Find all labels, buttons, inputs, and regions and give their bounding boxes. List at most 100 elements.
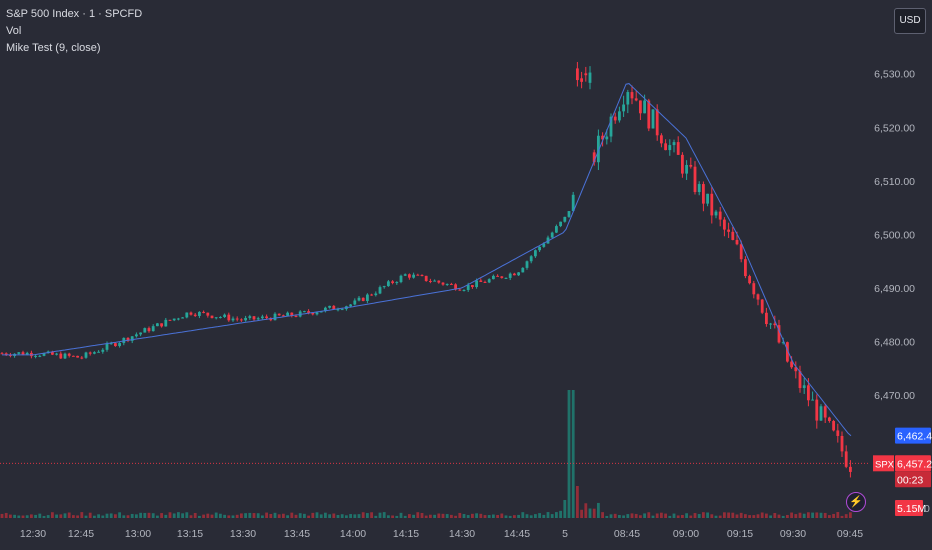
- candle-body[interactable]: [181, 317, 184, 319]
- candle-body[interactable]: [193, 314, 197, 316]
- candle-body[interactable]: [311, 313, 315, 315]
- candle-body[interactable]: [256, 318, 260, 320]
- candle-body[interactable]: [93, 352, 96, 354]
- candle-body[interactable]: [206, 312, 210, 316]
- candle-body[interactable]: [760, 299, 764, 313]
- candle-body[interactable]: [823, 406, 827, 418]
- candle-body[interactable]: [387, 281, 390, 287]
- candle-body[interactable]: [462, 289, 466, 291]
- candle-body[interactable]: [840, 435, 844, 452]
- candle-body[interactable]: [252, 316, 256, 320]
- flash-icon[interactable]: ⚡: [846, 492, 866, 512]
- candle-body[interactable]: [441, 282, 445, 285]
- candle-body[interactable]: [681, 154, 684, 174]
- candle-body[interactable]: [450, 283, 453, 285]
- candle-body[interactable]: [483, 281, 487, 283]
- candle-body[interactable]: [807, 385, 810, 401]
- candle-body[interactable]: [378, 287, 382, 294]
- candle-body[interactable]: [752, 283, 756, 295]
- candle-body[interactable]: [9, 354, 12, 356]
- candle-body[interactable]: [332, 305, 336, 310]
- candle-body[interactable]: [487, 279, 491, 283]
- candle-body[interactable]: [168, 319, 172, 321]
- candle-body[interactable]: [261, 316, 264, 319]
- candle-body[interactable]: [349, 304, 352, 307]
- candle-body[interactable]: [160, 323, 163, 327]
- candle-body[interactable]: [97, 351, 100, 353]
- candle-body[interactable]: [88, 352, 92, 354]
- candle-body[interactable]: [702, 184, 705, 204]
- candle-body[interactable]: [164, 319, 168, 327]
- candle-body[interactable]: [605, 136, 609, 140]
- candle-body[interactable]: [84, 352, 88, 358]
- candle-body[interactable]: [613, 116, 617, 121]
- candle-body[interactable]: [244, 317, 247, 321]
- candle-body[interactable]: [727, 229, 730, 232]
- candle-body[interactable]: [353, 300, 357, 305]
- candle-body[interactable]: [588, 72, 592, 83]
- candle-body[interactable]: [198, 311, 201, 316]
- candle-body[interactable]: [315, 312, 319, 315]
- candle-body[interactable]: [433, 280, 436, 282]
- candle-body[interactable]: [706, 193, 709, 204]
- candle-body[interactable]: [51, 351, 54, 355]
- candle-body[interactable]: [819, 406, 823, 421]
- candle-body[interactable]: [210, 315, 214, 319]
- candle-body[interactable]: [748, 276, 751, 284]
- candle-body[interactable]: [357, 297, 361, 301]
- candle-body[interactable]: [471, 285, 474, 288]
- candle-body[interactable]: [227, 314, 231, 321]
- candle-body[interactable]: [139, 332, 142, 335]
- candle-body[interactable]: [584, 73, 588, 76]
- candle-body[interactable]: [135, 334, 138, 337]
- candle-body[interactable]: [374, 293, 378, 296]
- candle-body[interactable]: [76, 355, 79, 358]
- candle-body[interactable]: [769, 323, 772, 325]
- candle-body[interactable]: [202, 311, 205, 313]
- candle-body[interactable]: [219, 317, 222, 319]
- symbol-title[interactable]: S&P 500 Index · 1 · SPCFD: [6, 8, 143, 20]
- candle-body[interactable]: [714, 211, 718, 216]
- candle-body[interactable]: [303, 311, 306, 313]
- candle-body[interactable]: [815, 399, 819, 421]
- candle-body[interactable]: [668, 145, 672, 151]
- candle-body[interactable]: [529, 256, 533, 262]
- candle-body[interactable]: [651, 109, 655, 129]
- candle-body[interactable]: [80, 357, 84, 359]
- candle-body[interactable]: [559, 221, 562, 227]
- candle-body[interactable]: [4, 353, 8, 355]
- candle-body[interactable]: [412, 274, 415, 278]
- candle-body[interactable]: [63, 353, 67, 359]
- candle-body[interactable]: [185, 312, 189, 318]
- candle-body[interactable]: [786, 342, 789, 362]
- candle-body[interactable]: [286, 312, 289, 316]
- candle-body[interactable]: [567, 211, 571, 217]
- candle-body[interactable]: [399, 275, 403, 283]
- candle-body[interactable]: [172, 318, 176, 321]
- indicator-legend[interactable]: Mike Test (9, close): [6, 42, 101, 54]
- candle-body[interactable]: [500, 276, 504, 278]
- candle-body[interactable]: [836, 430, 840, 436]
- candle-body[interactable]: [437, 280, 441, 283]
- candle-body[interactable]: [223, 314, 226, 318]
- candle-body[interactable]: [59, 353, 63, 359]
- candle-body[interactable]: [454, 284, 457, 290]
- candle-body[interactable]: [555, 226, 558, 233]
- candle-body[interactable]: [643, 100, 646, 114]
- candle-body[interactable]: [240, 319, 243, 321]
- candle-body[interactable]: [622, 104, 625, 112]
- candle-body[interactable]: [828, 417, 831, 422]
- candle-body[interactable]: [118, 343, 121, 347]
- candle-body[interactable]: [290, 312, 294, 316]
- candle-body[interactable]: [294, 315, 298, 317]
- candle-body[interactable]: [492, 275, 495, 280]
- candle-body[interactable]: [777, 325, 781, 343]
- candle-body[interactable]: [685, 164, 688, 174]
- candle-body[interactable]: [802, 385, 806, 389]
- candle-body[interactable]: [130, 336, 134, 341]
- candle-body[interactable]: [370, 294, 373, 296]
- candle-body[interactable]: [361, 297, 365, 301]
- candle-body[interactable]: [0, 353, 4, 355]
- candle-body[interactable]: [382, 286, 386, 288]
